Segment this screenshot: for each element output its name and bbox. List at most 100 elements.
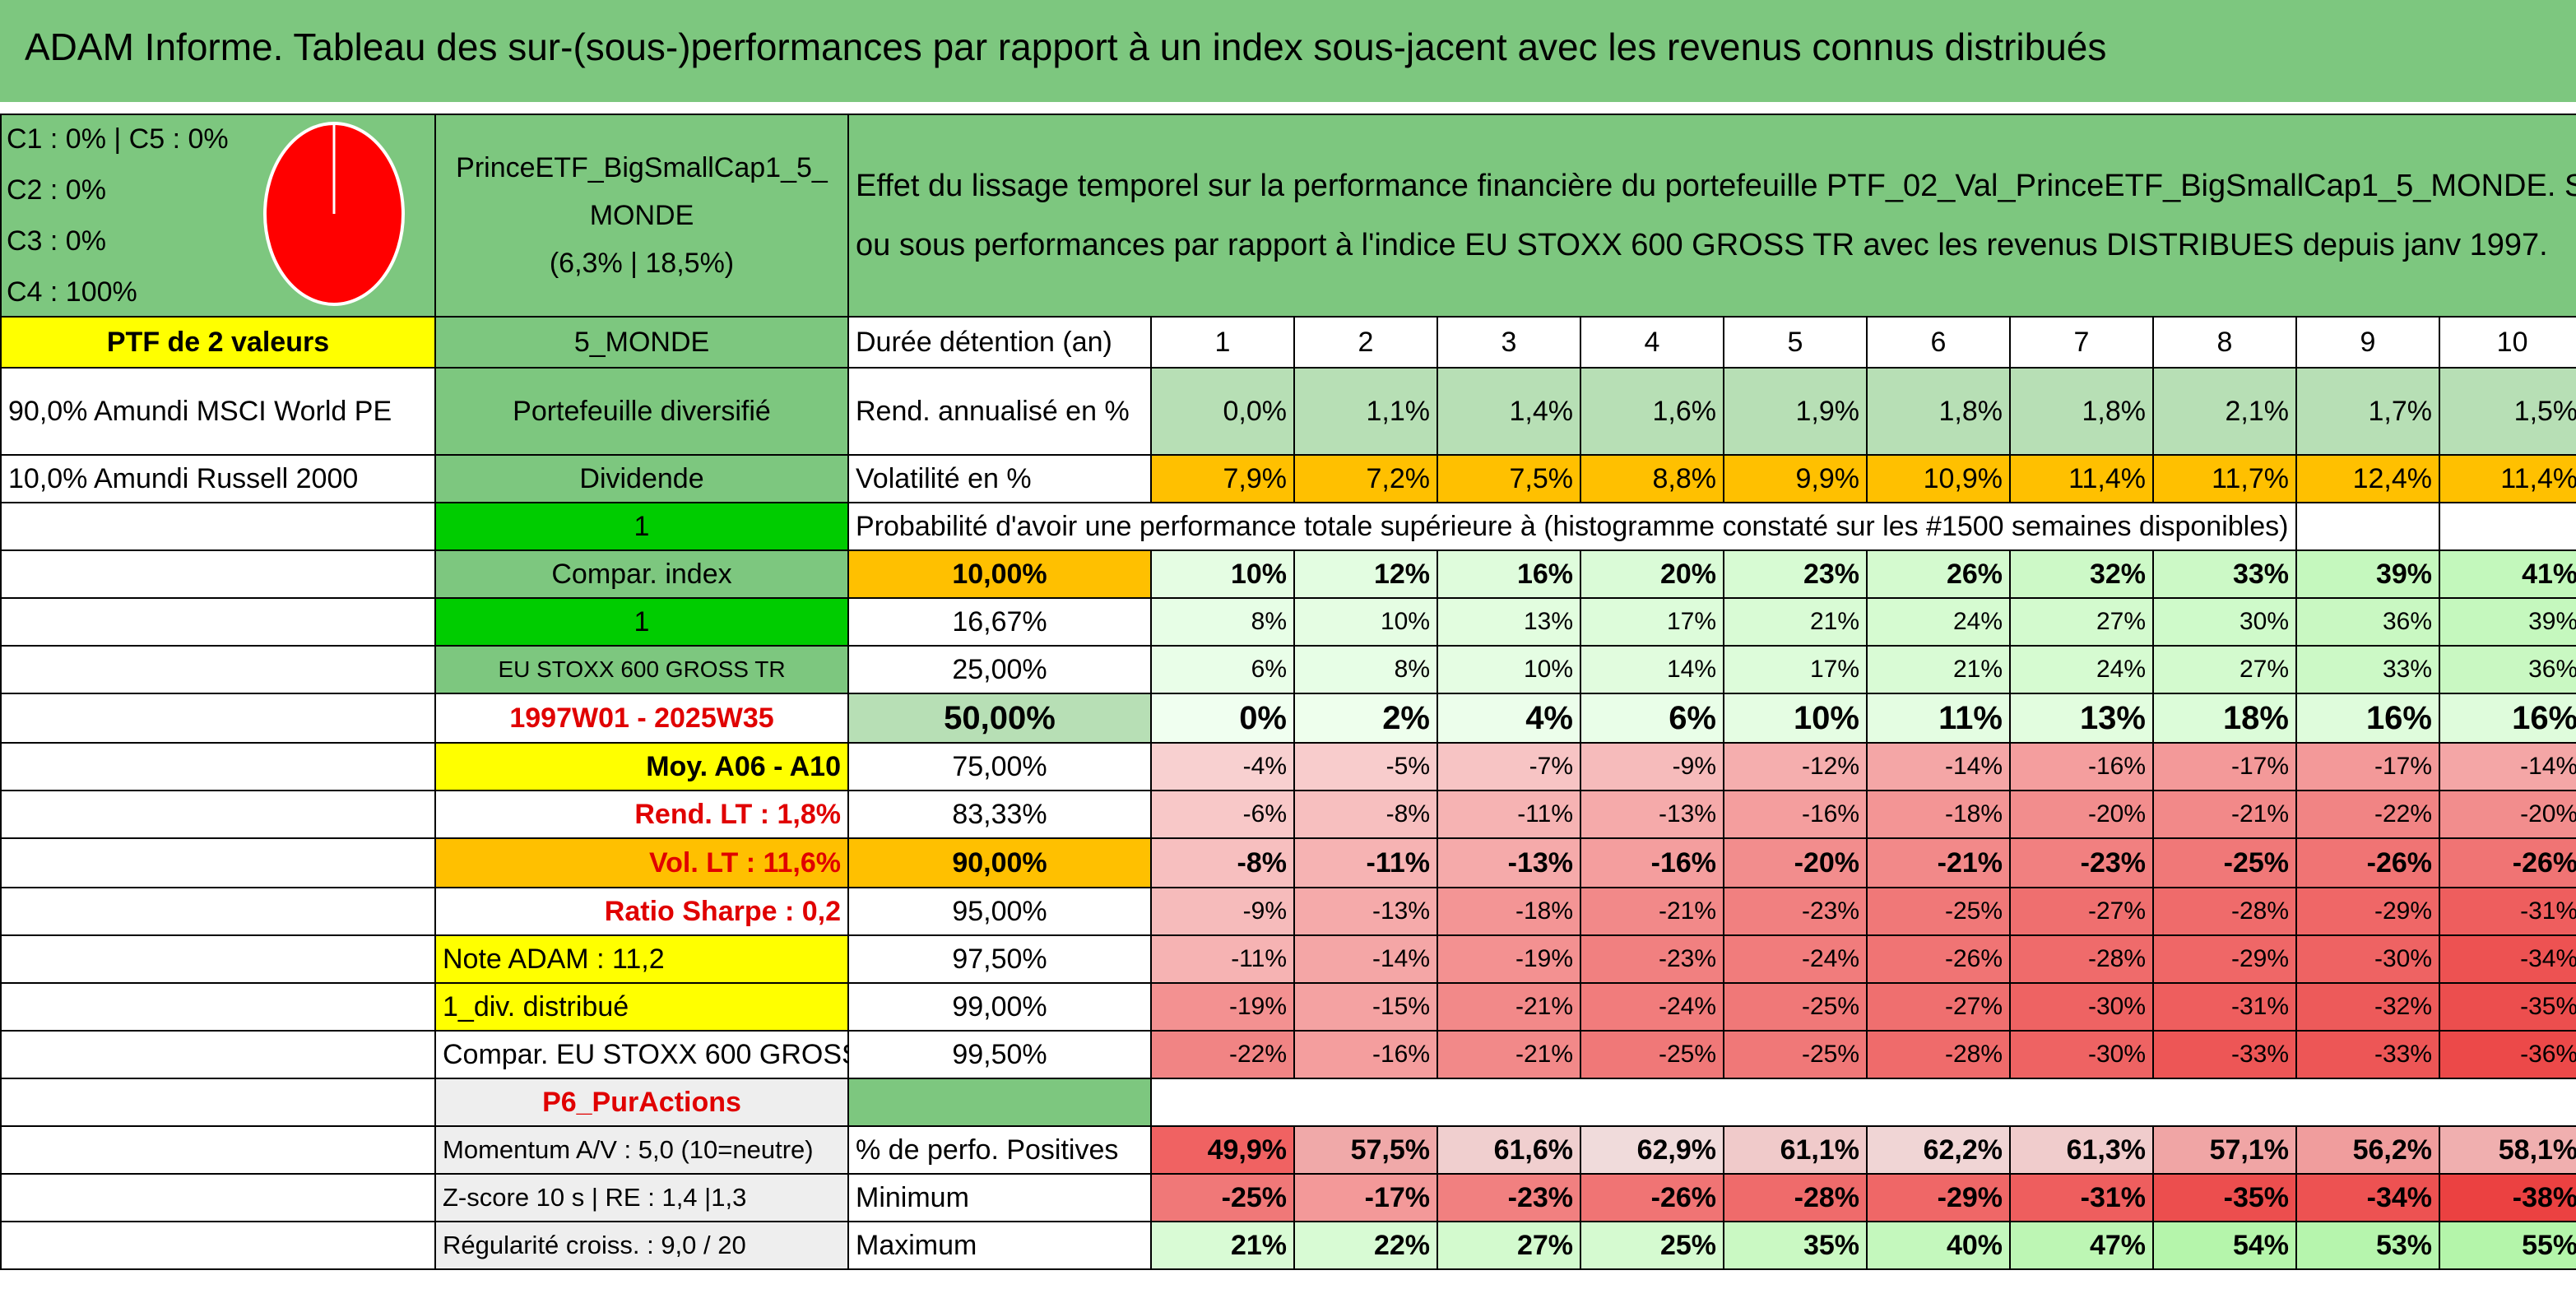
empty-cell: [0, 982, 436, 1032]
title-separator: [0, 102, 2576, 114]
quantile-value: 2%: [1293, 693, 1438, 744]
description-line1: Effet du lissage temporel sur la perform…: [856, 169, 2576, 203]
year-header: 10: [2438, 316, 2576, 369]
quantile-value: -15%: [1293, 982, 1438, 1032]
vol-value: 10,9%: [1866, 454, 2011, 503]
quantile-value: -20%: [2438, 790, 2576, 839]
quantile-value: 10%: [1723, 693, 1868, 744]
max-value: 22%: [1293, 1221, 1438, 1270]
rend-value: 1,6%: [1580, 367, 1724, 456]
quantile-value: 6%: [1580, 693, 1724, 744]
quantile-value: -30%: [2009, 1030, 2154, 1079]
quantile-value: 20%: [1580, 549, 1724, 599]
rend-value: 1,8%: [1866, 367, 2011, 456]
report-title: ADAM Informe. Tableau des sur-(sous-)per…: [25, 26, 2107, 68]
vol-value: 8,8%: [1580, 454, 1724, 503]
quantile-value: 12%: [1293, 549, 1438, 599]
quantile-value: -13%: [1437, 837, 1581, 888]
quantile-value: 36%: [2438, 645, 2576, 694]
quantile-value: -16%: [2009, 742, 2154, 791]
quantile-value: -29%: [2295, 887, 2440, 936]
vol-value: 7,5%: [1437, 454, 1581, 503]
table-row: 10,0% Amundi Russell 2000 Dividende Volati…: [0, 454, 2576, 503]
table-row: Z-score 10 s | RE : 1,4 |1,3 Minimum -25% -…: [0, 1173, 2576, 1222]
quantile-value: -5%: [1293, 742, 1438, 791]
class-c4: C4 : 100%: [7, 276, 137, 308]
class-c3: C3 : 0%: [7, 225, 106, 257]
empty-cell: [0, 1078, 436, 1127]
quantile-value: -25%: [2152, 837, 2297, 888]
table-row: 1 16,67% 8% 10% 13% 17% 21% 24% 27% 30% 36% 39%: [0, 597, 2576, 647]
quantile-label: 97,50%: [847, 934, 1152, 984]
quantile-value: 11%: [1866, 693, 2011, 744]
quantile-label: 99,00%: [847, 982, 1152, 1032]
quantile-value: -28%: [2152, 887, 2297, 936]
vol-label: Volatilité en %: [847, 454, 1152, 503]
empty-cell: [0, 645, 436, 694]
quantile-value: -18%: [1437, 887, 1581, 936]
min-value: -31%: [2009, 1173, 2154, 1222]
empty-cell: [0, 887, 436, 936]
table-row: Vol. LT : 11,6% 90,00% -8% -11% -13% -16% -20%…: [0, 837, 2576, 888]
table-row: Régularité croiss. : 9,0 / 20 Maximum 21% 2…: [0, 1221, 2576, 1270]
quantile-label: 95,00%: [847, 887, 1152, 936]
pos-value: 57,5%: [1293, 1125, 1438, 1175]
empty-cell: [2295, 502, 2440, 551]
quantile-value: -35%: [2438, 982, 2576, 1032]
empty-cell: [0, 597, 436, 647]
pos-value: 62,9%: [1580, 1125, 1724, 1175]
quantile-value: -21%: [1437, 1030, 1581, 1079]
empty-cell: [0, 1030, 436, 1079]
quantile-value: 10%: [1437, 645, 1581, 694]
year-header: 9: [2295, 316, 2440, 369]
quantile-value: 13%: [1437, 597, 1581, 647]
portfolio-name-cell: PrinceETF_BigSmallCap1_5_ MONDE (6,3% | …: [434, 114, 849, 318]
quantile-value: -11%: [1150, 934, 1295, 984]
year-header: 4: [1580, 316, 1724, 369]
rend-value: 1,9%: [1723, 367, 1868, 456]
portfolio-stats: (6,3% | 18,5%): [549, 248, 735, 279]
quantile-value: -23%: [1723, 887, 1868, 936]
min-value: -17%: [1293, 1173, 1438, 1222]
duration-label: Durée détention (an): [847, 316, 1152, 369]
dividend-count: 1_div. distribué: [434, 982, 849, 1032]
min-value: -29%: [1866, 1173, 2011, 1222]
quantile-value: 18%: [2152, 693, 2297, 744]
empty-cell: [0, 502, 436, 551]
empty-cell: [0, 693, 436, 744]
quantile-value: -12%: [1723, 742, 1868, 791]
quantile-value: 24%: [1866, 597, 2011, 647]
quantile-value: 10%: [1293, 597, 1438, 647]
quantile-value: -14%: [2438, 742, 2576, 791]
pos-value: 57,1%: [2152, 1125, 2297, 1175]
table-row: P6_PurActions: [0, 1078, 2576, 1127]
quantile-value: -14%: [1866, 742, 2011, 791]
class-allocation-cell: C1 : 0% | C5 : 0% C2 : 0% C3 : 0% C4 : 1…: [0, 114, 436, 318]
empty-cell: [0, 934, 436, 984]
quantile-value: 16%: [2438, 693, 2576, 744]
quantile-value: -25%: [1723, 982, 1868, 1032]
rend-value: 1,4%: [1437, 367, 1581, 456]
title-bar: ADAM Informe. Tableau des sur-(sous-)per…: [0, 0, 2576, 102]
quantile-value: -17%: [2295, 742, 2440, 791]
quantile-value: 14%: [1580, 645, 1724, 694]
vol-lt: Vol. LT : 11,6%: [434, 837, 849, 888]
quantile-value: -13%: [1293, 887, 1438, 936]
diversified-label: Portefeuille diversifié: [434, 367, 849, 456]
quantile-value: -24%: [1723, 934, 1868, 984]
year-header: 6: [1866, 316, 2011, 369]
holding-1: 90,0% Amundi MSCI World PE: [0, 367, 436, 456]
quantile-label: 99,50%: [847, 1030, 1152, 1079]
quantile-value: 26%: [1866, 549, 2011, 599]
quantile-value: 8%: [1150, 597, 1295, 647]
quantile-value: -32%: [2295, 982, 2440, 1032]
quantile-value: -11%: [1293, 837, 1438, 888]
max-value: 40%: [1866, 1221, 2011, 1270]
quantile-value: -31%: [2438, 887, 2576, 936]
quantile-value: -31%: [2152, 982, 2297, 1032]
class-c2: C2 : 0%: [7, 174, 106, 206]
table-row: Ratio Sharpe : 0,2 95,00% -9% -13% -18% -21% -…: [0, 887, 2576, 936]
min-value: -25%: [1150, 1173, 1295, 1222]
adam-note: Note ADAM : 11,2: [434, 934, 849, 984]
empty-cell: [1151, 1078, 2576, 1126]
